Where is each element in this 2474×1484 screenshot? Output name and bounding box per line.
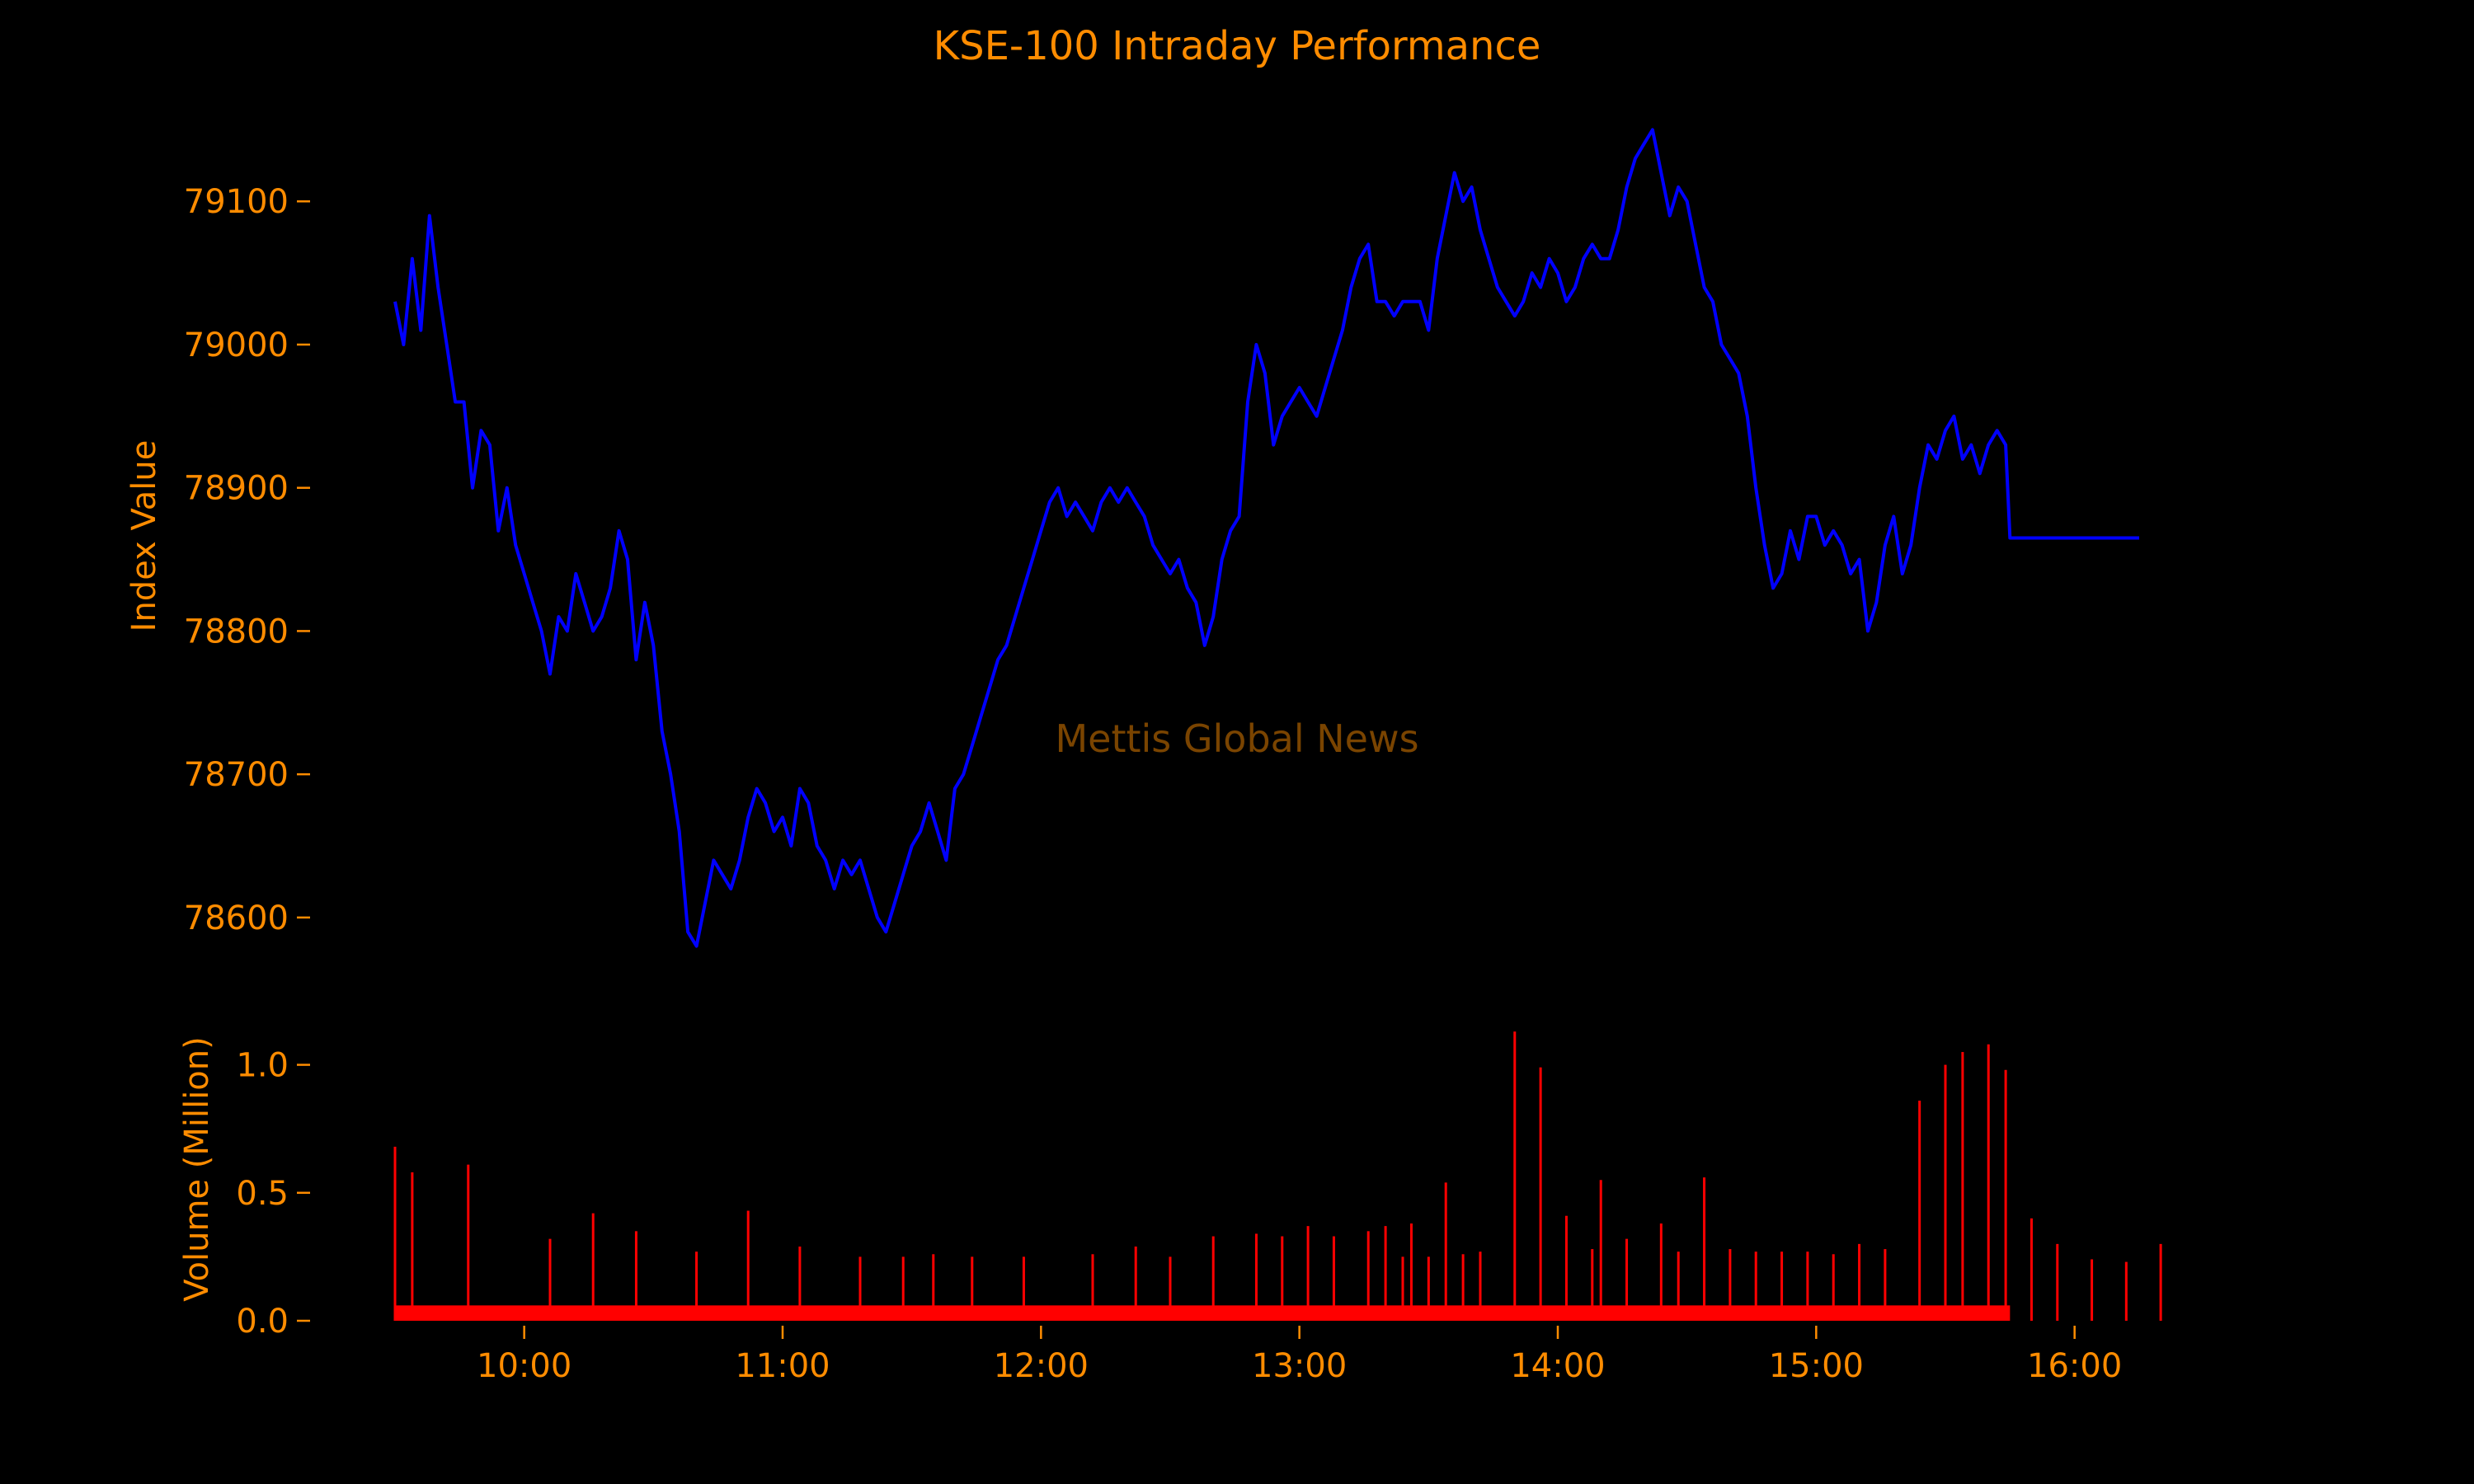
volume-bar — [411, 1172, 414, 1321]
x-tick-label: 15:00 — [1769, 1347, 1864, 1385]
volume-bar — [2091, 1259, 2094, 1321]
volume-bar — [1366, 1231, 1370, 1321]
volume-bar — [1169, 1256, 1172, 1321]
chart-title: KSE-100 Intraday Performance — [934, 23, 1541, 69]
price-y-tick-label: 78800 — [184, 613, 289, 650]
volume-bar — [467, 1164, 470, 1321]
volume-bar — [1832, 1254, 1835, 1321]
volume-bar — [798, 1246, 802, 1321]
volume-bar — [901, 1256, 905, 1321]
volume-bar — [971, 1256, 974, 1321]
volume-bar — [1444, 1182, 1447, 1321]
x-tick-label: 13:00 — [1252, 1347, 1347, 1385]
price-y-tick-label: 78700 — [184, 756, 289, 794]
x-tick-label: 12:00 — [994, 1347, 1089, 1385]
volume-bar — [393, 1146, 397, 1321]
volume-bar — [1539, 1067, 1542, 1321]
volume-bar — [1729, 1249, 1732, 1321]
volume-bar — [1944, 1064, 1947, 1321]
volume-bar — [695, 1252, 698, 1321]
volume-bar — [1461, 1254, 1465, 1321]
volume-bar — [1254, 1233, 1258, 1321]
volume-bar — [1918, 1101, 1921, 1321]
x-tick-label: 16:00 — [2027, 1347, 2122, 1385]
volume-bar — [746, 1210, 750, 1321]
volume-bar — [1677, 1252, 1680, 1321]
volume-bar — [1599, 1180, 1602, 1321]
volume-bar — [1134, 1246, 1137, 1321]
volume-bar — [634, 1231, 637, 1321]
volume-y-axis-label: Volume (Million) — [178, 1036, 216, 1301]
volume-bar — [1306, 1226, 1310, 1321]
volume-bar — [1091, 1254, 1094, 1321]
volume-bar — [1401, 1256, 1404, 1321]
volume-bar — [1479, 1252, 1482, 1321]
price-y-tick-label: 78600 — [184, 899, 289, 937]
volume-bar — [932, 1254, 935, 1321]
volume-bar — [2124, 1261, 2128, 1321]
volume-bar — [2030, 1218, 2033, 1321]
volume-y-tick-label: 0.0 — [236, 1303, 289, 1341]
volume-bar — [1961, 1052, 1964, 1321]
volume-bar — [1591, 1249, 1594, 1321]
volume-bar — [1806, 1252, 1809, 1321]
price-y-tick-label: 79100 — [184, 183, 289, 221]
price-y-tick-label: 79000 — [184, 326, 289, 364]
volume-bar — [591, 1213, 595, 1321]
volume-bar — [548, 1238, 552, 1321]
volume-bar — [1211, 1236, 1215, 1321]
volume-bar — [1384, 1226, 1387, 1321]
x-axis-ticks: 10:00 11:00 12:00 13:00 14:00 15:00 16:00 — [477, 1326, 2122, 1385]
volume-bar — [1409, 1223, 1413, 1321]
volume-bar — [1513, 1031, 1517, 1321]
price-y-ticks: 78600 78700 78800 78900 79000 79100 — [184, 183, 310, 937]
volume-bar — [1987, 1044, 1990, 1321]
volume-bar — [1659, 1223, 1663, 1321]
volume-y-ticks: 0.0 0.5 1.0 — [236, 1047, 310, 1341]
index-value-series-line — [393, 128, 2139, 948]
volume-bar — [2159, 1243, 2162, 1321]
volume-bar — [858, 1256, 862, 1321]
volume-y-tick-label: 0.5 — [236, 1175, 289, 1213]
volume-bar — [1780, 1252, 1784, 1321]
volume-y-tick-label: 1.0 — [236, 1047, 289, 1085]
price-y-tick-label: 78900 — [184, 470, 289, 508]
volume-bar — [2056, 1243, 2059, 1321]
volume-bar — [1564, 1215, 1568, 1321]
price-y-axis-label: Index Value — [125, 440, 163, 632]
x-tick-label: 10:00 — [477, 1347, 571, 1385]
volume-bar — [1625, 1238, 1629, 1321]
volume-bar — [1884, 1249, 1887, 1321]
volume-bar — [1281, 1236, 1284, 1321]
volume-bar — [1858, 1243, 1861, 1321]
volume-bar — [1427, 1256, 1430, 1321]
watermark-text: Mettis Global News — [1055, 716, 1418, 761]
volume-bar — [2004, 1069, 2007, 1321]
volume-bar — [1332, 1236, 1335, 1321]
volume-bar — [1703, 1177, 1706, 1321]
volume-bars — [393, 1031, 2162, 1321]
x-tick-label: 11:00 — [735, 1347, 830, 1385]
volume-bar — [1754, 1252, 1757, 1321]
volume-bar — [1022, 1256, 1025, 1321]
x-tick-label: 14:00 — [1510, 1347, 1605, 1385]
